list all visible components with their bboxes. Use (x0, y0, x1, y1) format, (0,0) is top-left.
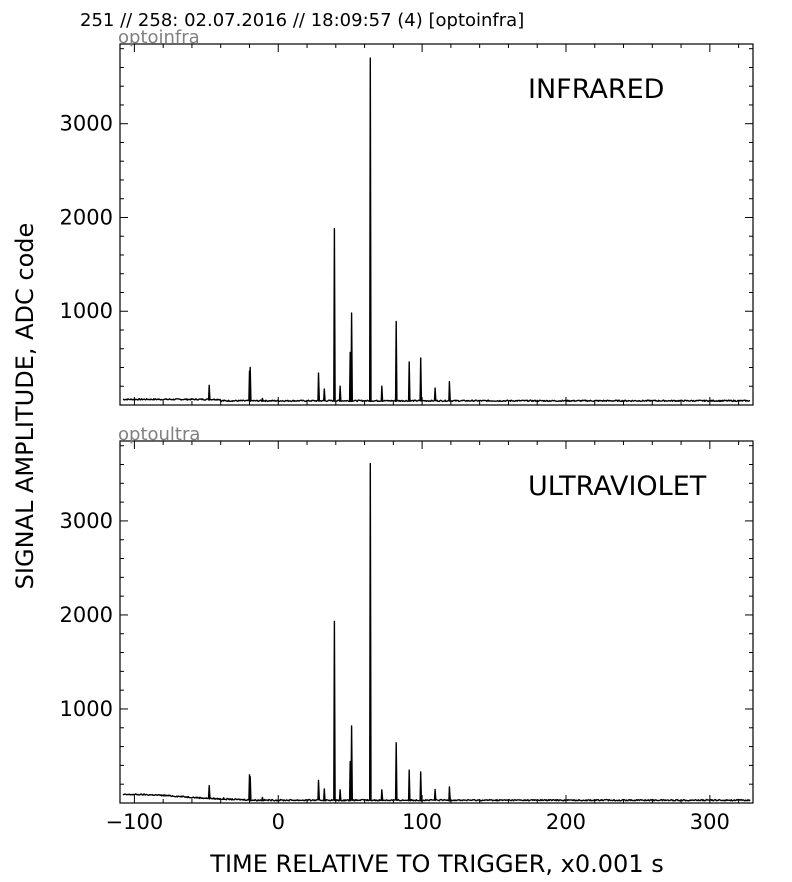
y-axis-label: SIGNAL AMPLITUDE, ADC code (11, 223, 39, 590)
y-tick-label: 3000 (60, 509, 113, 533)
plot-frame (119, 43, 754, 406)
y-tick-label: 1000 (60, 299, 113, 323)
y-tick-label: 1000 (60, 697, 113, 721)
signal-trace (122, 462, 751, 802)
x-axis-label: TIME RELATIVE TO TRIGGER, x0.001 s (209, 850, 663, 878)
figure-header: 251 // 258: 02.07.2016 // 18:09:57 (4) [… (80, 10, 524, 31)
x-tick-label: 100 (402, 810, 442, 834)
x-tick-label: −100 (106, 810, 164, 834)
y-tick-label: 2000 (60, 205, 113, 229)
plot-frame (119, 440, 754, 804)
x-tick-label: 0 (272, 810, 285, 834)
x-tick-label: 300 (690, 810, 730, 834)
y-tick-label: 3000 (60, 112, 113, 136)
panel-subtitle: optoultra (118, 424, 200, 445)
x-tick-label: 200 (546, 810, 586, 834)
panel-ultraviolet: −100 0 100 200 300 1000 2000 3000 optoultra ULTRA… (60, 424, 754, 834)
panel-label: INFRARED (528, 74, 664, 105)
panel-label: ULTRAVIOLET (528, 471, 707, 502)
panel-subtitle: optoinfra (118, 27, 200, 48)
chart-panels: 1000 2000 3000 optoinfra INFRARED −100 0 100 200… (60, 27, 754, 834)
y-tick-label: 2000 (60, 603, 113, 627)
signal-trace (122, 57, 751, 403)
panel-infrared: 1000 2000 3000 optoinfra INFRARED (60, 27, 754, 406)
